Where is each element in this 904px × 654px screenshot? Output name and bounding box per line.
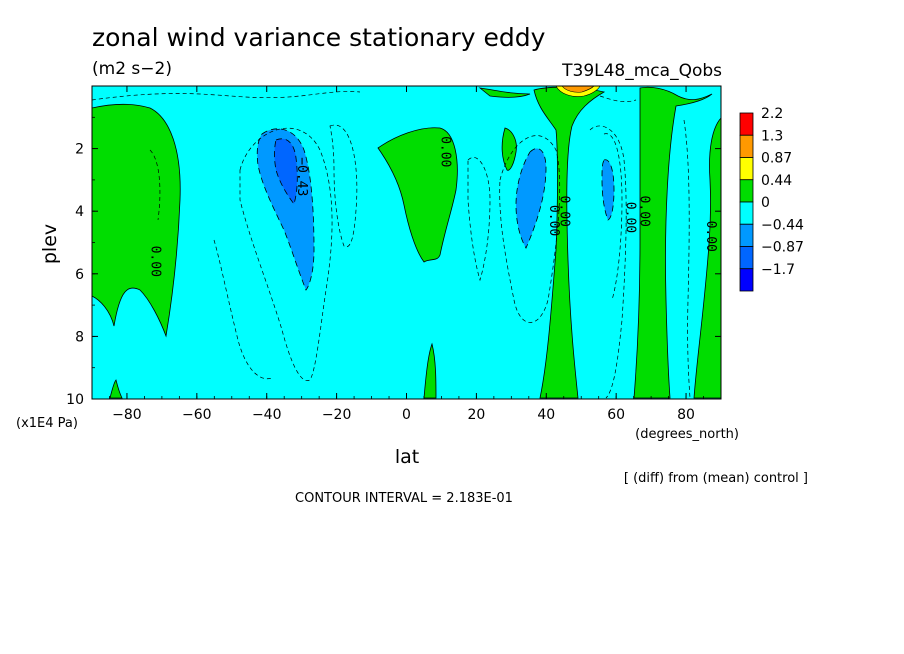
contour-interval: CONTOUR INTERVAL = 2.183E-01: [295, 491, 513, 506]
region-pos-45N: [533, 86, 606, 399]
region-pos-bottom: [423, 342, 437, 399]
contour-labels: 0.00−0.430.000.000.00 0.000.000.00: [147, 136, 718, 277]
x-tick-label: −20: [322, 407, 352, 423]
chart-title: zonal wind variance stationary eddy: [92, 23, 546, 52]
contour-lines-dashed: [91, 91, 691, 399]
colorbar-label: 0.44: [761, 173, 792, 189]
experiment-label: T39L48_mca_Qobs: [561, 61, 722, 81]
x-axis: −80 −60 −40 −20 0 20 40 60 80: [91, 86, 722, 423]
x-tick-label: −40: [252, 407, 282, 423]
region-pos-85N: [693, 116, 722, 399]
y-axis-units: (x1E4 Pa): [16, 416, 78, 431]
contour-label: 0.00: [637, 196, 652, 227]
y-tick-label: 2: [75, 142, 84, 158]
y-tick-label: 4: [75, 204, 84, 220]
colorbar: 2.2 1.3 0.87 0.44 0 −0.44 −0.87 −1.7: [739, 106, 804, 292]
contour-label: 0.00: [147, 246, 162, 277]
x-axis-units: (degrees_north): [635, 427, 739, 442]
contour-label: −0.43: [294, 157, 309, 196]
colorbar-swatch: [739, 134, 754, 158]
region-pos-southern: [91, 103, 181, 338]
region-pos-bottom-left: [109, 379, 123, 399]
colorbar-label: 2.2: [761, 106, 783, 122]
colorbar-swatch: [739, 223, 754, 247]
colorbar-label: 1.3: [761, 128, 783, 144]
colorbar-swatch: [739, 157, 754, 181]
region-pos-top-strip: [478, 87, 531, 98]
plot-area: 0.00−0.430.000.000.00 0.000.000.00: [91, 85, 722, 400]
colorbar-swatch: [739, 201, 754, 225]
diff-note: [ (diff) from (mean) control ]: [624, 471, 808, 486]
x-tick-label: −80: [112, 407, 142, 423]
y-tick-label: 10: [66, 392, 84, 408]
y-tick-label: 8: [75, 329, 84, 345]
x-tick-label: 80: [677, 407, 695, 423]
y-tick-label: 6: [75, 267, 84, 283]
x-tick-label: 40: [537, 407, 555, 423]
units-label: (m2 s−2): [92, 59, 172, 79]
x-axis-label: lat: [395, 446, 419, 468]
colorbar-label: 0: [761, 195, 770, 211]
region-peak-orange: [561, 85, 595, 93]
colorbar-swatch: [739, 268, 754, 292]
region-neg-40S: [256, 128, 315, 291]
contour-label: 0.00: [556, 196, 571, 227]
colorbar-swatch: [739, 179, 754, 203]
x-tick-label: 20: [467, 407, 485, 423]
contour-label: 0.00: [703, 221, 718, 252]
x-tick-label: 60: [607, 407, 625, 423]
contour-label: 0.00: [437, 136, 452, 167]
colorbar-swatch: [739, 112, 754, 136]
region-pos-small: [501, 127, 517, 171]
colorbar-label: −0.87: [761, 240, 804, 256]
contour-label: 0.00: [546, 205, 561, 236]
x-tick-label: 0: [402, 407, 411, 423]
region-neg-35N: [515, 148, 547, 249]
y-axis-label: plev: [39, 224, 61, 264]
colorbar-label: 0.87: [761, 151, 792, 167]
region-neg-55N: [601, 159, 615, 221]
colorbar-label: −1.7: [761, 262, 795, 278]
region-pos-65N: [633, 86, 713, 399]
contour-label: 0.00: [623, 202, 638, 233]
region-pos-equator: [377, 127, 458, 263]
region-neg-strong-40S: [274, 138, 298, 205]
y-axis: 2 4 6 8 10: [66, 116, 721, 408]
colorbar-label: −0.44: [761, 217, 804, 233]
x-tick-label: −60: [182, 407, 212, 423]
colorbar-swatch: [739, 246, 754, 270]
